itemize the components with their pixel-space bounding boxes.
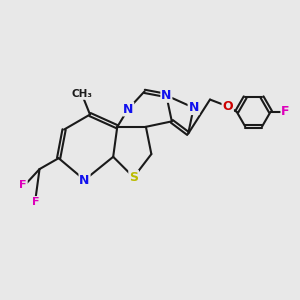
Text: F: F	[281, 105, 290, 118]
Text: CH₃: CH₃	[71, 89, 92, 99]
Text: N: N	[123, 103, 134, 116]
Text: N: N	[188, 101, 199, 114]
Text: N: N	[80, 173, 90, 187]
Text: N: N	[161, 89, 172, 102]
Text: F: F	[20, 181, 27, 190]
Text: S: S	[129, 171, 138, 184]
Text: F: F	[32, 197, 39, 207]
Text: O: O	[222, 100, 233, 113]
